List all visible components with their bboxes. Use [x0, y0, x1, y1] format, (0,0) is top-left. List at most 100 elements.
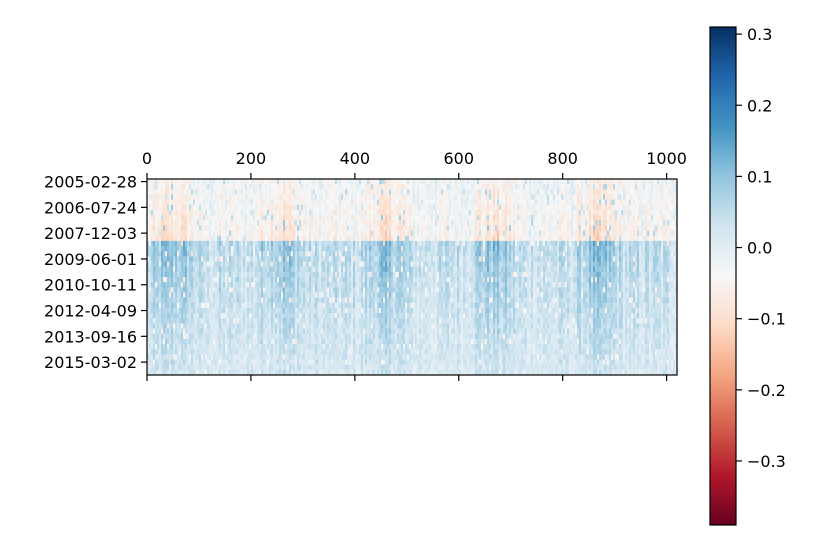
- heatmap-cell: [501, 199, 504, 206]
- heatmap-cell: [247, 251, 250, 257]
- heatmap-cell: [297, 271, 300, 278]
- heatmap-cell: [439, 189, 442, 195]
- heatmap-cell: [171, 246, 174, 252]
- heatmap-cell: [667, 246, 670, 252]
- heatmap-cell: [221, 256, 224, 262]
- heatmap-cell: [209, 189, 212, 195]
- heatmap-cell: [661, 184, 664, 190]
- heatmap-cell: [265, 271, 268, 278]
- heatmap-cell: [367, 194, 370, 201]
- heatmap-cell: [605, 225, 608, 231]
- heatmap-cell: [319, 266, 322, 273]
- heatmap-cell: [507, 189, 510, 195]
- heatmap-cell: [527, 240, 530, 247]
- heatmap-cell: [473, 246, 476, 252]
- heatmap-cell: [457, 261, 460, 268]
- heatmap-cell: [571, 271, 574, 278]
- heatmap-cell: [673, 209, 676, 216]
- heatmap-cell: [625, 189, 628, 195]
- heatmap-cell: [295, 194, 298, 201]
- heatmap-cell: [459, 199, 462, 206]
- heatmap-cell: [305, 240, 308, 247]
- heatmap-cell: [503, 240, 506, 247]
- heatmap-cell: [239, 189, 242, 195]
- heatmap-cell: [465, 194, 468, 201]
- heatmap-cell: [589, 209, 592, 216]
- heatmap-cell: [305, 246, 308, 252]
- heatmap-cell: [269, 225, 272, 231]
- heatmap-cell: [669, 204, 672, 211]
- heatmap-cell: [607, 189, 610, 195]
- heatmap-cell: [669, 261, 672, 268]
- heatmap-cell: [537, 194, 540, 201]
- heatmap-cell: [639, 240, 642, 247]
- heatmap-cell: [481, 256, 484, 262]
- heatmap-cell: [259, 215, 262, 221]
- heatmap-cell: [343, 235, 346, 242]
- heatmap-cell: [181, 240, 184, 247]
- heatmap-cell: [585, 220, 588, 226]
- heatmap-cell: [169, 266, 172, 273]
- heatmap-cell: [561, 209, 564, 216]
- heatmap-cell: [221, 251, 224, 257]
- heatmap-cell: [199, 246, 202, 252]
- heatmap-cell: [265, 240, 268, 247]
- heatmap-cell: [437, 230, 440, 237]
- heatmap-cell: [199, 261, 202, 268]
- heatmap-cell: [529, 215, 532, 221]
- heatmap-cell: [209, 246, 212, 252]
- heatmap-cell: [315, 209, 318, 216]
- heatmap-cell: [221, 235, 224, 242]
- heatmap-cell: [375, 225, 378, 231]
- heatmap-cell: [607, 220, 610, 226]
- heatmap-cell: [567, 189, 570, 195]
- heatmap-cell: [377, 179, 380, 185]
- heatmap-cell: [371, 189, 374, 195]
- heatmap-cell: [157, 220, 160, 226]
- heatmap-cell: [435, 230, 438, 237]
- heatmap-cell: [565, 251, 568, 257]
- heatmap-cell: [281, 246, 284, 252]
- heatmap-cell: [471, 266, 474, 273]
- heatmap-cell: [547, 225, 550, 231]
- heatmap-cell: [523, 209, 526, 216]
- heatmap-cell: [387, 199, 390, 206]
- heatmap-cell: [649, 230, 652, 237]
- heatmap-cell: [535, 271, 538, 278]
- heatmap-cell: [307, 204, 310, 211]
- heatmap-cell: [565, 261, 568, 268]
- heatmap-cell: [509, 240, 512, 247]
- heatmap-cell: [539, 271, 542, 278]
- heatmap-cell: [189, 256, 192, 262]
- heatmap-cell: [561, 261, 564, 268]
- heatmap-cell: [341, 240, 344, 247]
- heatmap-cell: [635, 194, 638, 201]
- heatmap-cell: [207, 209, 210, 216]
- heatmap-cell: [643, 256, 646, 262]
- heatmap-cell: [409, 251, 412, 257]
- heatmap-cell: [267, 184, 270, 190]
- heatmap-cell: [435, 271, 438, 278]
- heatmap-cell: [249, 230, 252, 237]
- heatmap-cell: [563, 194, 566, 201]
- heatmap-cell: [291, 199, 294, 206]
- heatmap-cell: [417, 199, 420, 206]
- heatmap-cell: [441, 256, 444, 262]
- heatmap-cell: [405, 189, 408, 195]
- heatmap-cell: [579, 240, 582, 247]
- heatmap-cell: [275, 266, 278, 273]
- heatmap-cell: [233, 235, 236, 242]
- heatmap-cell: [415, 246, 418, 252]
- heatmap-cell: [209, 225, 212, 231]
- heatmap-cell: [283, 240, 286, 247]
- heatmap-cell: [645, 266, 648, 273]
- heatmap-cell: [255, 179, 258, 185]
- heatmap-cell: [349, 261, 352, 268]
- heatmap-cell: [439, 271, 442, 278]
- heatmap-cell: [589, 225, 592, 231]
- heatmap-cell: [367, 209, 370, 216]
- heatmap-cell: [469, 225, 472, 231]
- heatmap-cell: [395, 225, 398, 231]
- heatmap-cell: [451, 251, 454, 257]
- heatmap-cell: [375, 266, 378, 273]
